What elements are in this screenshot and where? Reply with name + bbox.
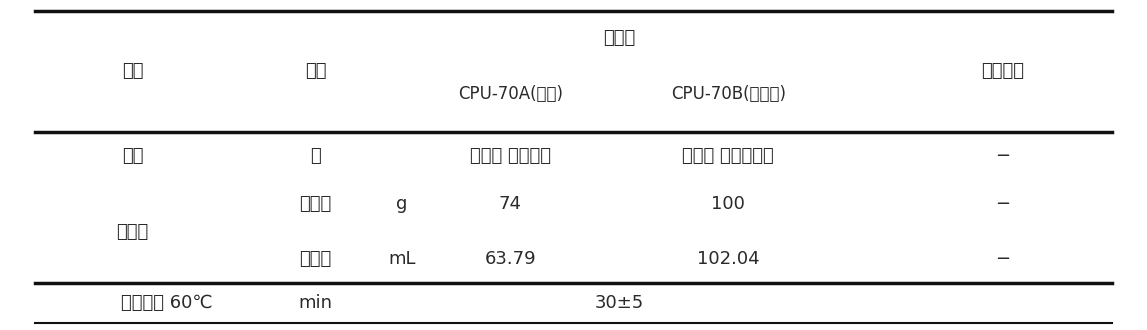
Text: CPU-70A(주제): CPU-70A(주제) [458,85,563,103]
Text: CPU-70B(경화제): CPU-70B(경화제) [671,85,786,103]
Text: g: g [396,195,407,213]
Text: 부피비: 부피비 [299,250,331,269]
Text: 100: 100 [711,195,746,213]
Text: 색: 색 [311,147,321,165]
Text: mL: mL [388,250,415,269]
Text: 63.79: 63.79 [485,250,537,269]
Text: 무게비: 무게비 [299,195,331,213]
Text: 74: 74 [499,195,522,213]
Text: 배합비: 배합비 [116,222,149,241]
Text: 30±5: 30±5 [594,294,643,312]
Text: 연황색 투명액체: 연황색 투명액체 [470,147,551,165]
Text: 연황색 반투명액체: 연황색 반투명액체 [682,147,774,165]
Text: 항목: 항목 [122,62,143,80]
Text: −: − [996,250,1011,269]
Text: 경화시간 60℃: 경화시간 60℃ [120,294,212,312]
Text: −: − [996,195,1011,213]
Text: 외관: 외관 [122,147,143,165]
Text: min: min [298,294,333,312]
Text: 특성치: 특성치 [603,29,635,48]
Text: −: − [996,147,1011,165]
Text: 102.04: 102.04 [697,250,759,269]
Text: 단위: 단위 [305,62,327,80]
Text: 시험방법: 시험방법 [982,62,1024,80]
